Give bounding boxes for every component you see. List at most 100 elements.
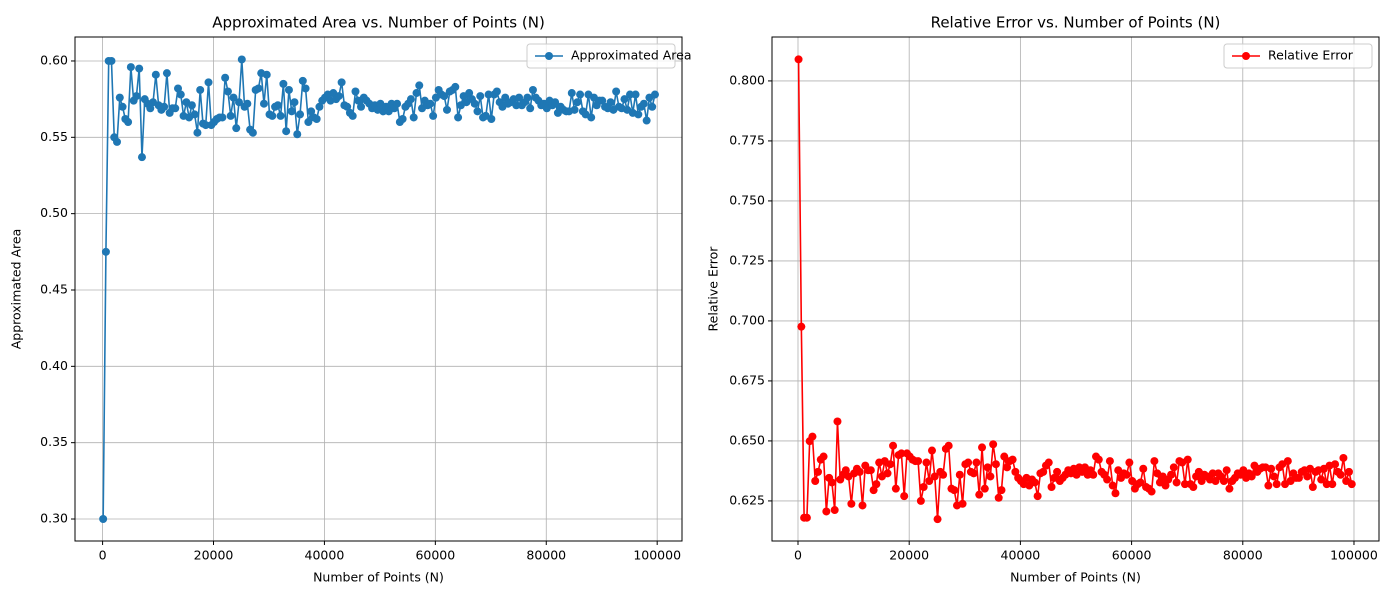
y-tick-label: 0.50 <box>40 205 68 220</box>
point <box>487 114 496 123</box>
x-tick-label: 20000 <box>194 548 234 563</box>
legend-marker <box>1242 52 1250 60</box>
x-tick-label: 40000 <box>305 548 345 563</box>
point <box>1189 483 1198 491</box>
point <box>914 457 923 466</box>
point <box>944 441 953 450</box>
point <box>512 101 521 110</box>
point <box>927 446 936 455</box>
point <box>440 92 449 101</box>
point <box>989 440 998 449</box>
x-tick-label: 20000 <box>889 548 929 563</box>
point <box>262 70 271 79</box>
point <box>1222 466 1231 475</box>
point <box>1294 473 1303 482</box>
point <box>101 247 110 256</box>
legend-box <box>1223 43 1373 69</box>
x-tick-label: 40000 <box>1001 548 1041 563</box>
chart-title: Approximated Area vs. Number of Points (… <box>212 14 545 32</box>
point <box>221 73 230 82</box>
x-tick-label: 100000 <box>633 548 681 563</box>
point <box>1225 484 1234 493</box>
point <box>570 105 579 114</box>
y-tick-label: 0.30 <box>40 511 68 526</box>
point <box>802 513 811 522</box>
point <box>797 322 806 331</box>
point <box>939 470 948 479</box>
point <box>126 63 135 72</box>
point <box>204 78 213 87</box>
point <box>964 458 973 467</box>
point <box>642 116 651 125</box>
point <box>1147 487 1156 496</box>
point <box>631 90 640 99</box>
point <box>237 55 246 64</box>
point <box>235 98 244 107</box>
point <box>1167 470 1176 479</box>
point <box>229 93 238 102</box>
point <box>193 128 202 137</box>
point <box>174 84 183 93</box>
point <box>794 55 803 64</box>
point <box>276 111 285 120</box>
point <box>290 98 299 107</box>
point <box>567 89 576 98</box>
point <box>1347 480 1356 489</box>
point <box>1272 480 1281 489</box>
point <box>1047 483 1056 491</box>
point <box>451 82 460 91</box>
point <box>1003 463 1012 472</box>
point <box>1339 453 1348 462</box>
legend-label: Relative Error <box>1268 48 1354 63</box>
point <box>573 98 582 107</box>
point <box>1183 455 1192 464</box>
point <box>113 137 122 146</box>
series-line <box>102 59 656 520</box>
point <box>484 90 493 99</box>
point <box>986 472 995 481</box>
point <box>598 96 607 105</box>
point <box>858 501 867 510</box>
point <box>279 79 288 88</box>
point <box>1269 472 1278 481</box>
point <box>243 99 252 108</box>
point <box>1039 467 1048 476</box>
point <box>442 105 451 114</box>
y-axis-label: Relative Error <box>706 246 721 332</box>
point <box>1219 477 1228 485</box>
point <box>1108 481 1117 490</box>
point <box>312 114 321 123</box>
y-tick-label: 0.800 <box>729 72 765 87</box>
point <box>1136 478 1145 487</box>
point <box>218 113 227 122</box>
point <box>473 107 482 116</box>
point <box>612 87 621 96</box>
point <box>634 110 643 119</box>
point <box>162 69 171 78</box>
point <box>1208 469 1217 478</box>
y-tick-label: 0.675 <box>729 372 765 387</box>
y-tick-label: 0.750 <box>729 192 765 207</box>
point <box>1267 464 1276 473</box>
point <box>1139 464 1148 473</box>
y-tick-label: 0.55 <box>40 129 68 144</box>
point <box>465 89 474 98</box>
y-tick-label: 0.45 <box>40 281 68 296</box>
axes: 0 20000 40000 60000 80000 100000 0.30 0.35 0.40 0… <box>9 14 692 585</box>
point <box>819 452 828 461</box>
point <box>626 90 635 99</box>
point <box>648 102 657 111</box>
point <box>348 111 357 120</box>
point <box>201 121 210 130</box>
y-tick-label: 0.40 <box>40 358 68 373</box>
point <box>1328 480 1337 489</box>
point <box>841 466 850 475</box>
point <box>137 153 146 162</box>
point <box>515 93 524 102</box>
point <box>99 515 108 524</box>
point <box>1317 475 1326 484</box>
point <box>190 110 199 119</box>
point <box>1247 472 1256 481</box>
point <box>492 87 501 96</box>
